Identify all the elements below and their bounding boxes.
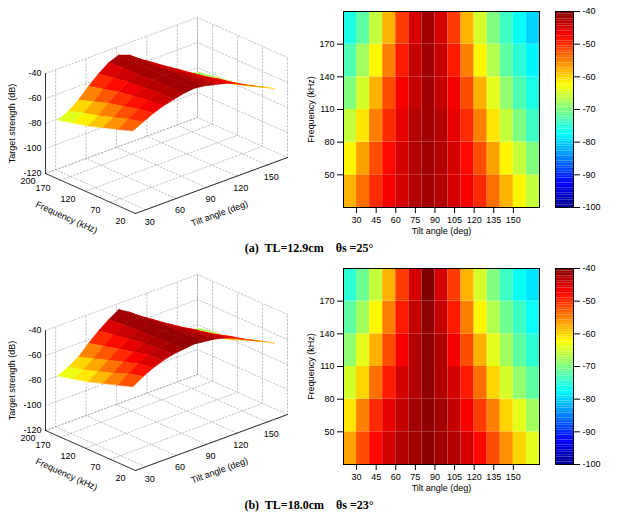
svg-text:170: 170 bbox=[35, 440, 50, 450]
html-text:(a) TL=12.9cm θs =25°: (a) TL=12.9cm θs =25° bbox=[244, 241, 374, 255]
svg-text:140: 140 bbox=[319, 329, 334, 339]
svg-text:120: 120 bbox=[467, 215, 482, 225]
svg-text:-100: -100 bbox=[583, 202, 601, 212]
svg-text:30: 30 bbox=[145, 474, 155, 484]
svg-text:110: 110 bbox=[320, 104, 334, 114]
svg-text:150: 150 bbox=[506, 215, 521, 225]
svg-text:120: 120 bbox=[60, 451, 75, 461]
svg-text:90: 90 bbox=[430, 215, 440, 225]
svg-text:-120: -120 bbox=[23, 168, 41, 178]
svg-text:90: 90 bbox=[205, 194, 215, 204]
svg-text:120: 120 bbox=[233, 440, 248, 450]
svg-text:150: 150 bbox=[506, 472, 521, 482]
svg-text:Tilt angle (deg): Tilt angle (deg) bbox=[190, 455, 250, 485]
svg-text:60: 60 bbox=[175, 462, 185, 472]
svg-text:60: 60 bbox=[391, 472, 401, 482]
svg-text:105: 105 bbox=[447, 472, 462, 482]
svg-text:-60: -60 bbox=[28, 350, 41, 360]
svg-text:Target strength (dB): Target strength (dB) bbox=[7, 84, 17, 164]
svg-text:80: 80 bbox=[324, 137, 334, 147]
svg-text:45: 45 bbox=[371, 472, 381, 482]
svg-text:-100: -100 bbox=[583, 459, 601, 469]
svg-text:105: 105 bbox=[447, 215, 462, 225]
svg-text:-80: -80 bbox=[28, 118, 41, 128]
svg-text:60: 60 bbox=[175, 205, 185, 215]
svg-text:90: 90 bbox=[430, 472, 440, 482]
svg-text:-60: -60 bbox=[583, 72, 596, 82]
svg-text:-50: -50 bbox=[583, 296, 596, 306]
svg-text:120: 120 bbox=[467, 472, 482, 482]
svg-text:Frequency (kHz): Frequency (kHz) bbox=[34, 199, 99, 235]
svg-text:Frequency (kHz): Frequency (kHz) bbox=[306, 76, 316, 143]
svg-text:Frequency (kHz): Frequency (kHz) bbox=[34, 456, 99, 492]
svg-text:-40: -40 bbox=[28, 325, 41, 335]
svg-text:60: 60 bbox=[391, 215, 401, 225]
svg-text:Frequency (kHz): Frequency (kHz) bbox=[306, 333, 316, 400]
svg-text:-70: -70 bbox=[583, 104, 596, 114]
svg-text:-60: -60 bbox=[28, 93, 41, 103]
svg-text:150: 150 bbox=[264, 429, 279, 439]
svg-text:Tilt angle (deg): Tilt angle (deg) bbox=[412, 483, 472, 493]
svg-text:-100: -100 bbox=[23, 143, 41, 153]
svg-text:120: 120 bbox=[60, 194, 75, 204]
svg-text:75: 75 bbox=[410, 472, 420, 482]
svg-text:45: 45 bbox=[371, 215, 381, 225]
svg-text:-70: -70 bbox=[583, 361, 596, 371]
svg-text:-90: -90 bbox=[583, 170, 596, 180]
svg-text:-40: -40 bbox=[28, 68, 41, 78]
svg-text:70: 70 bbox=[90, 205, 100, 215]
html-text:(b) TL=18.0cm θs =23°: (b) TL=18.0cm θs =23° bbox=[244, 498, 374, 512]
svg-text:-40: -40 bbox=[583, 6, 596, 16]
svg-text:20: 20 bbox=[115, 216, 125, 226]
svg-text:-80: -80 bbox=[28, 375, 41, 385]
svg-text:150: 150 bbox=[264, 172, 279, 182]
svg-text:Tilt angle (deg): Tilt angle (deg) bbox=[190, 198, 250, 228]
svg-text:75: 75 bbox=[410, 215, 420, 225]
svg-text:90: 90 bbox=[205, 451, 215, 461]
svg-text:200: 200 bbox=[20, 433, 36, 444]
svg-text:50: 50 bbox=[324, 427, 334, 437]
svg-text:30: 30 bbox=[352, 215, 362, 225]
svg-text:Target strength (dB): Target strength (dB) bbox=[7, 341, 17, 421]
svg-text:80: 80 bbox=[324, 394, 334, 404]
svg-text:-60: -60 bbox=[583, 329, 596, 339]
svg-text:-40: -40 bbox=[583, 263, 596, 273]
svg-text:-80: -80 bbox=[583, 137, 596, 147]
svg-text:30: 30 bbox=[352, 472, 362, 482]
svg-text:20: 20 bbox=[115, 473, 125, 483]
svg-text:-80: -80 bbox=[583, 394, 596, 404]
svg-text:170: 170 bbox=[319, 39, 334, 49]
svg-text:120: 120 bbox=[233, 183, 248, 193]
svg-text:Tilt angle (deg): Tilt angle (deg) bbox=[412, 226, 472, 236]
svg-text:110: 110 bbox=[320, 361, 334, 371]
svg-text:-100: -100 bbox=[23, 400, 41, 410]
svg-text:200: 200 bbox=[20, 176, 36, 187]
svg-text:170: 170 bbox=[35, 183, 50, 193]
svg-text:-120: -120 bbox=[23, 425, 41, 435]
svg-text:70: 70 bbox=[90, 462, 100, 472]
svg-text:-90: -90 bbox=[583, 427, 596, 437]
svg-text:135: 135 bbox=[486, 472, 501, 482]
svg-text:50: 50 bbox=[324, 170, 334, 180]
svg-text:30: 30 bbox=[145, 217, 155, 227]
svg-text:170: 170 bbox=[319, 296, 334, 306]
svg-text:140: 140 bbox=[319, 72, 334, 82]
svg-text:-50: -50 bbox=[583, 39, 596, 49]
svg-text:135: 135 bbox=[486, 215, 501, 225]
